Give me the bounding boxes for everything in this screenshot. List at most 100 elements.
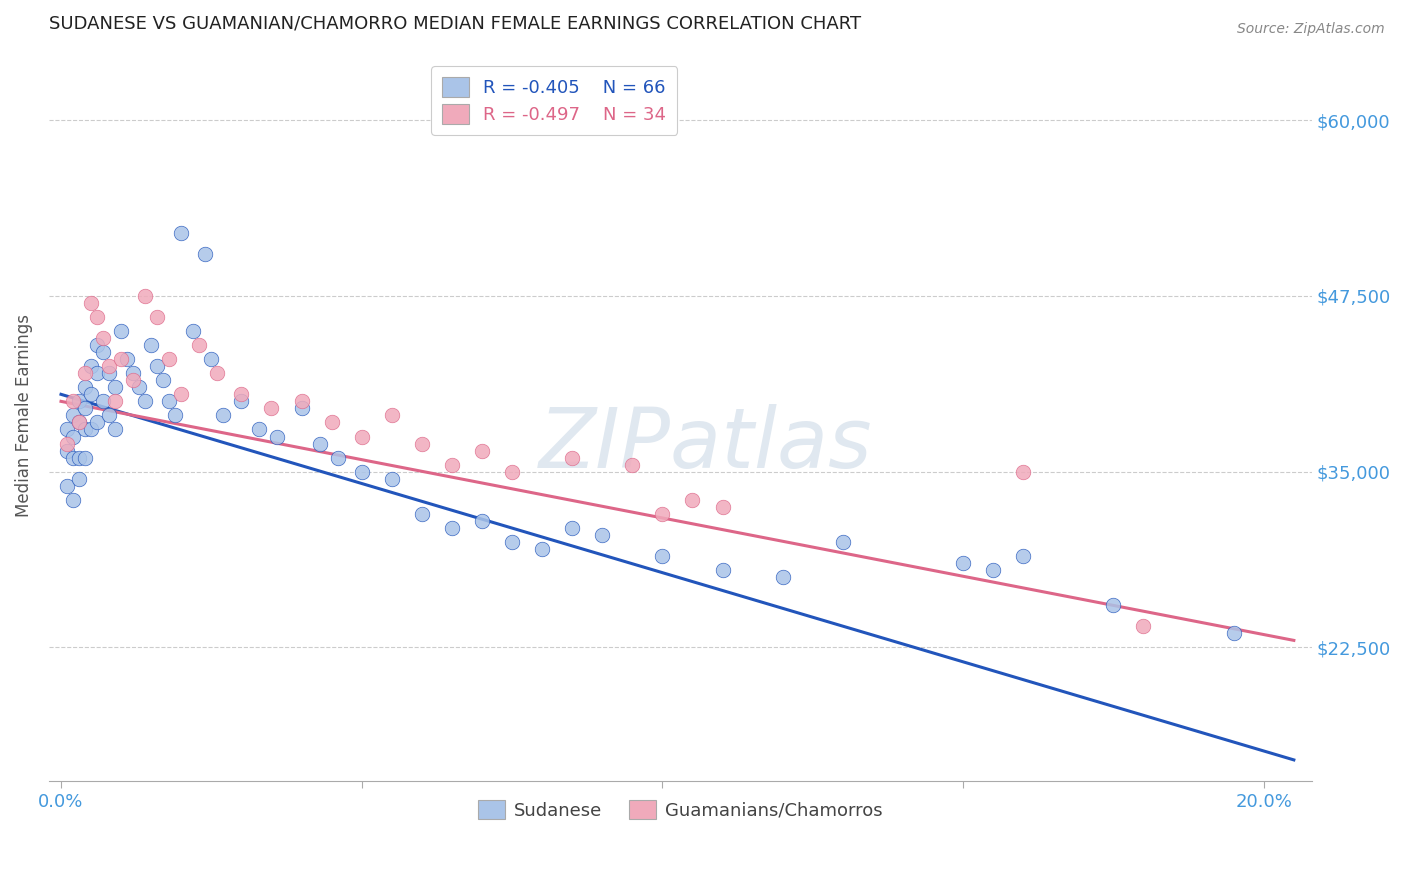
Text: SUDANESE VS GUAMANIAN/CHAMORRO MEDIAN FEMALE EARNINGS CORRELATION CHART: SUDANESE VS GUAMANIAN/CHAMORRO MEDIAN FE… bbox=[49, 15, 860, 33]
Point bbox=[981, 563, 1004, 577]
Point bbox=[411, 507, 433, 521]
Point bbox=[501, 535, 523, 549]
Point bbox=[128, 380, 150, 394]
Point bbox=[561, 521, 583, 535]
Point bbox=[104, 394, 127, 409]
Point bbox=[141, 338, 163, 352]
Point bbox=[1222, 626, 1244, 640]
Point bbox=[122, 373, 145, 387]
Point bbox=[321, 416, 343, 430]
Point bbox=[86, 310, 108, 324]
Point bbox=[308, 436, 330, 450]
Point bbox=[194, 246, 217, 260]
Point bbox=[711, 563, 734, 577]
Legend: Sudanese, Guamanians/Chamorros: Sudanese, Guamanians/Chamorros bbox=[471, 792, 890, 827]
Point bbox=[146, 359, 169, 374]
Text: Source: ZipAtlas.com: Source: ZipAtlas.com bbox=[1237, 22, 1385, 37]
Point bbox=[682, 492, 704, 507]
Point bbox=[651, 549, 673, 563]
Point bbox=[146, 310, 169, 324]
Point bbox=[181, 324, 204, 338]
Point bbox=[67, 416, 90, 430]
Point bbox=[80, 387, 103, 401]
Point bbox=[110, 324, 132, 338]
Point bbox=[122, 366, 145, 380]
Point bbox=[157, 352, 180, 367]
Point bbox=[381, 409, 404, 423]
Point bbox=[62, 394, 84, 409]
Point bbox=[501, 465, 523, 479]
Point bbox=[207, 366, 229, 380]
Point bbox=[56, 436, 79, 450]
Point bbox=[231, 394, 253, 409]
Point bbox=[67, 416, 90, 430]
Point bbox=[411, 436, 433, 450]
Point bbox=[170, 387, 193, 401]
Point bbox=[471, 443, 494, 458]
Point bbox=[621, 458, 644, 472]
Point bbox=[56, 443, 79, 458]
Point bbox=[290, 394, 312, 409]
Point bbox=[67, 450, 90, 465]
Text: ZIPatlas: ZIPatlas bbox=[538, 404, 873, 485]
Point bbox=[440, 458, 463, 472]
Point bbox=[73, 366, 96, 380]
Point bbox=[62, 429, 84, 443]
Point bbox=[91, 345, 114, 359]
Point bbox=[104, 422, 127, 436]
Point bbox=[73, 422, 96, 436]
Point bbox=[62, 450, 84, 465]
Point bbox=[1012, 465, 1035, 479]
Point bbox=[91, 394, 114, 409]
Point bbox=[831, 535, 853, 549]
Point bbox=[1012, 549, 1035, 563]
Point bbox=[73, 401, 96, 416]
Point bbox=[350, 465, 373, 479]
Point bbox=[231, 387, 253, 401]
Y-axis label: Median Female Earnings: Median Female Earnings bbox=[15, 314, 32, 517]
Point bbox=[212, 409, 235, 423]
Point bbox=[80, 422, 103, 436]
Point bbox=[152, 373, 174, 387]
Point bbox=[98, 366, 121, 380]
Point bbox=[56, 479, 79, 493]
Point bbox=[115, 352, 138, 367]
Point bbox=[110, 352, 132, 367]
Point bbox=[249, 422, 271, 436]
Point bbox=[104, 380, 127, 394]
Point bbox=[471, 514, 494, 528]
Point bbox=[1102, 599, 1125, 613]
Point bbox=[188, 338, 211, 352]
Point bbox=[56, 422, 79, 436]
Point bbox=[170, 226, 193, 240]
Point bbox=[290, 401, 312, 416]
Point bbox=[711, 500, 734, 514]
Point bbox=[561, 450, 583, 465]
Point bbox=[98, 409, 121, 423]
Point bbox=[86, 416, 108, 430]
Point bbox=[1132, 619, 1154, 633]
Point bbox=[73, 450, 96, 465]
Point bbox=[440, 521, 463, 535]
Point bbox=[772, 570, 794, 584]
Point bbox=[260, 401, 283, 416]
Point bbox=[350, 429, 373, 443]
Point bbox=[591, 528, 613, 542]
Point bbox=[62, 409, 84, 423]
Point bbox=[651, 507, 673, 521]
Point bbox=[91, 331, 114, 345]
Point bbox=[67, 394, 90, 409]
Point bbox=[80, 359, 103, 374]
Point bbox=[326, 450, 349, 465]
Point bbox=[157, 394, 180, 409]
Point bbox=[381, 472, 404, 486]
Point bbox=[134, 394, 156, 409]
Point bbox=[952, 556, 974, 570]
Point bbox=[98, 359, 121, 374]
Point bbox=[134, 289, 156, 303]
Point bbox=[165, 409, 187, 423]
Point bbox=[266, 429, 288, 443]
Point bbox=[531, 541, 554, 556]
Point bbox=[86, 366, 108, 380]
Point bbox=[86, 338, 108, 352]
